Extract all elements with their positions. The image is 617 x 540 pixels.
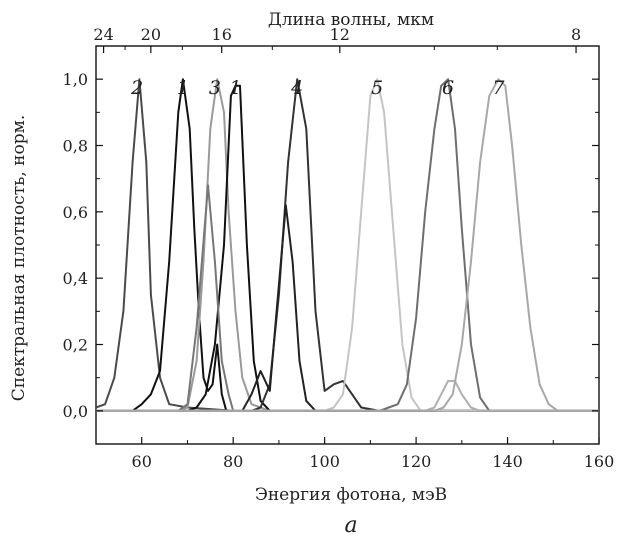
y-tick-label: 1,0 <box>63 70 88 89</box>
top-tick-label: 12 <box>330 25 350 44</box>
series-line-2 <box>96 78 599 412</box>
x-tick-label: 140 <box>492 452 523 471</box>
top-tick-label: 8 <box>571 25 581 44</box>
series-line-7 <box>96 184 599 412</box>
top-axis-ticks: 24 20 16 12 8 <box>93 25 581 53</box>
y-tick-label: 0,0 <box>63 402 88 421</box>
x-tick-label: 120 <box>401 452 432 471</box>
x-tick-label: 100 <box>309 452 340 471</box>
y-tick-label: 0,8 <box>63 137 88 156</box>
plot-border <box>95 45 600 445</box>
series-line-9 <box>96 78 599 412</box>
panel-label: a <box>344 513 357 538</box>
series-line-11 <box>96 78 599 412</box>
y-tick-label: 0,6 <box>63 203 88 222</box>
spectral-curves <box>95 78 599 412</box>
curve-label-7: 7 <box>492 77 505 99</box>
top-tick-label: 20 <box>141 25 161 44</box>
curve-label-4: 4 <box>290 77 303 99</box>
top-tick-label: 16 <box>212 25 232 44</box>
curve-label-1: 1 <box>177 77 189 99</box>
plot-frame <box>95 45 600 445</box>
curve-label-1: 1 <box>229 77 241 99</box>
y-axis-title: Спектральная плотность, норм. <box>9 115 29 402</box>
y-tick-label: 0,2 <box>63 336 88 355</box>
x-tick-label: 80 <box>223 452 243 471</box>
x-tick-label: 60 <box>132 452 152 471</box>
top-tick-label: 24 <box>93 25 113 44</box>
curve-label-2: 2 <box>130 77 143 99</box>
x-axis-title: Энергия фотона, мэВ <box>255 485 447 505</box>
curve-label-3: 3 <box>209 77 221 99</box>
series-line-10 <box>96 380 599 412</box>
top-axis-title: Длина волны, мкм <box>268 10 434 30</box>
curve-label-6: 6 <box>442 77 454 99</box>
curve-label-5: 5 <box>371 77 383 99</box>
y-tick-label: 0,4 <box>63 269 88 288</box>
y-axis-ticks: 0,0 0,2 0,4 0,6 0,8 1,0 <box>63 70 599 421</box>
series-line-5 <box>96 78 599 412</box>
series-line-8 <box>96 78 599 412</box>
x-tick-label: 160 <box>584 452 615 471</box>
series-line-6 <box>96 204 599 412</box>
x-axis-ticks: 60 80 100 120 140 160 <box>95 437 615 471</box>
series-line-4 <box>96 84 599 412</box>
